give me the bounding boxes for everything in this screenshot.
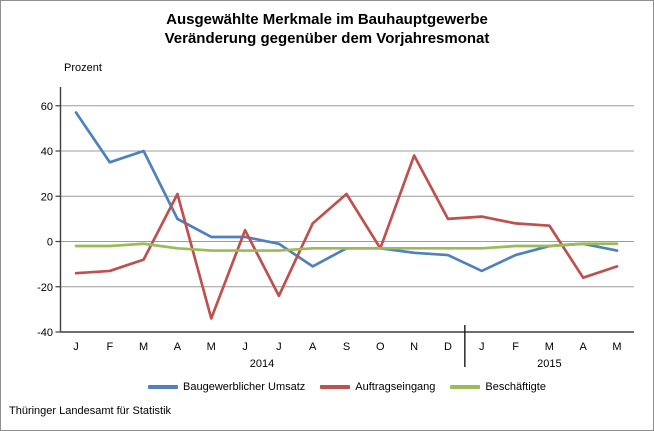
series-line-besch-ftigte bbox=[74, 242, 619, 252]
y-tick-label: -20 bbox=[37, 282, 53, 294]
x-tick-label: S bbox=[343, 341, 350, 353]
chart-title-line2: Veränderung gegenüber dem Vorjahresmonat bbox=[164, 30, 490, 47]
x-tick-label: O bbox=[376, 341, 385, 353]
y-tick-label: 40 bbox=[41, 146, 53, 158]
x-tick-label: A bbox=[309, 341, 317, 353]
series-line-auftragseingang bbox=[74, 154, 619, 320]
x-tick-label: M bbox=[612, 341, 621, 353]
x-tick-label: A bbox=[580, 341, 588, 353]
x-tick-label: J bbox=[73, 341, 79, 353]
x-tick-label: M bbox=[545, 341, 554, 353]
year-label: 2015 bbox=[537, 358, 561, 370]
legend-item-baugewerblicher-umsatz: Baugewerblicher Umsatz bbox=[148, 381, 305, 393]
x-tick-label: F bbox=[106, 341, 113, 353]
x-tick-label: J bbox=[242, 341, 248, 353]
y-tick-label: 20 bbox=[41, 191, 53, 203]
year-label: 2014 bbox=[250, 358, 274, 370]
x-tick-label: M bbox=[207, 341, 216, 353]
x-tick-label: M bbox=[139, 341, 148, 353]
chart-title: Ausgewählte Merkmale im Bauhauptgewerbe … bbox=[1, 10, 653, 48]
y-axis-unit-label: Prozent bbox=[64, 62, 102, 74]
legend-label: Beschäftigte bbox=[485, 381, 546, 393]
legend-item-auftragseingang: Auftragseingang bbox=[320, 381, 435, 393]
y-tick-label: 0 bbox=[47, 237, 53, 249]
chart-title-line1: Ausgewählte Merkmale im Bauhauptgewerbe bbox=[166, 11, 488, 28]
y-tick-label: 60 bbox=[41, 101, 53, 113]
source-label: Thüringer Landesamt für Statistik bbox=[9, 405, 172, 417]
legend-line-swatch-green bbox=[450, 385, 481, 389]
legend-line-swatch-red bbox=[320, 385, 351, 389]
x-tick-label: D bbox=[444, 341, 452, 353]
x-tick-label: J bbox=[276, 341, 282, 353]
x-tick-label: A bbox=[174, 341, 182, 353]
x-tick-label: F bbox=[512, 341, 519, 353]
y-tick-label: -40 bbox=[37, 327, 53, 339]
chart-legend: Baugewerblicher Umsatz Auftragseingang B… bbox=[61, 381, 633, 393]
x-tick-label: N bbox=[410, 341, 418, 353]
legend-label: Baugewerblicher Umsatz bbox=[183, 381, 306, 393]
x-tick-label: J bbox=[479, 341, 485, 353]
legend-line-swatch-blue bbox=[148, 385, 179, 389]
legend-item-beschaeftigte: Beschäftigte bbox=[450, 381, 546, 393]
legend-label: Auftragseingang bbox=[355, 381, 436, 393]
